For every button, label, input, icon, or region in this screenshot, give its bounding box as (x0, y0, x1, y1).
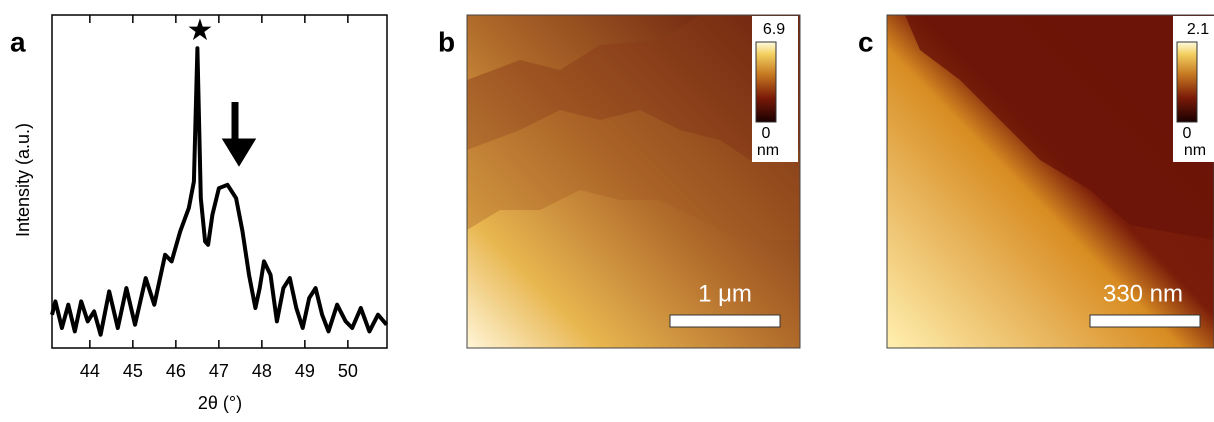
colorbar-unit: nm (757, 142, 779, 159)
star-marker: ★ (187, 14, 214, 47)
afm-image (467, 15, 800, 348)
y-axis-label: Intensity (a.u.) (13, 123, 33, 237)
colorbar-min: 0 (762, 125, 771, 142)
colorbar-max: 6.9 (763, 21, 785, 38)
terrace (467, 110, 800, 240)
terrace (905, 15, 1214, 240)
colorbar (755, 41, 777, 123)
colorbar-max: 2.1 (1187, 21, 1209, 38)
x-tick-label: 50 (338, 361, 358, 381)
image-frame (466, 14, 801, 349)
panel-c: c 2.1 0 nm 330 nm (858, 14, 1214, 349)
colorbar (1176, 41, 1198, 123)
x-axis-label: 2θ (°) (198, 393, 242, 413)
image-frame (886, 14, 1214, 349)
terrace (467, 15, 800, 160)
panel-label: a (10, 26, 26, 57)
x-tick-label: 46 (166, 361, 186, 381)
colorbar-min: 0 (1183, 125, 1192, 142)
x-tick-label: 49 (295, 361, 315, 381)
colorbar-unit: nm (1184, 142, 1206, 159)
scale-bar (669, 314, 781, 328)
x-tick-label: 45 (123, 361, 143, 381)
data-line (50, 46, 389, 337)
scale-bar (1089, 314, 1201, 328)
plot-frame (51, 14, 388, 349)
panel-a: a Intensity (a.u.) 2θ (°) ★ 44 45 46 47 48 49… (10, 14, 389, 413)
panel-b: b 6.9 0 nm 1 μm (438, 14, 801, 349)
arrow (221, 102, 257, 167)
scale-bar-label: 330 nm (1103, 280, 1183, 307)
x-tick-label: 48 (252, 361, 272, 381)
x-tick-label: 44 (80, 361, 100, 381)
scale-bar-label: 1 μm (698, 280, 752, 307)
panel-label: c (858, 26, 874, 57)
x-tick-label: 47 (209, 361, 229, 381)
panel-label: b (438, 26, 455, 57)
